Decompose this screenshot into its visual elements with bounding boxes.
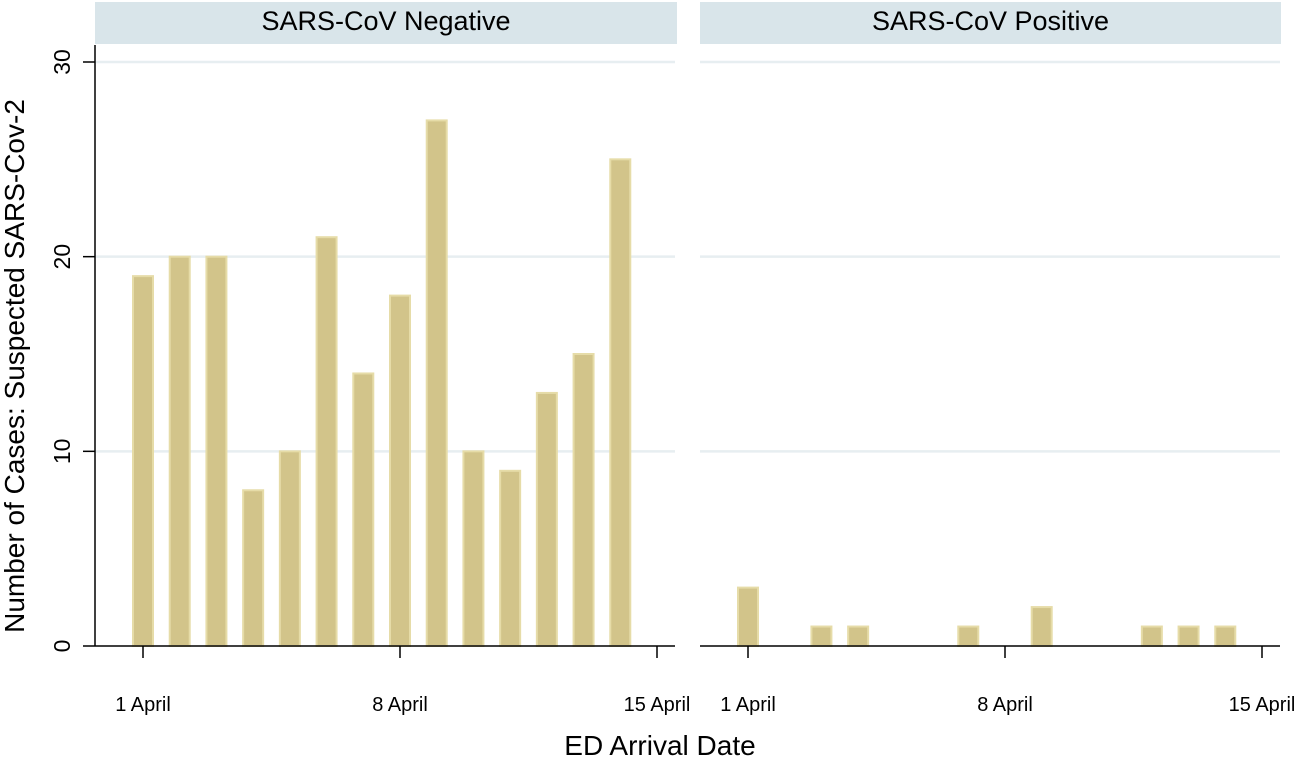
bar [425, 119, 448, 647]
bar [352, 372, 375, 647]
y-tick-label: 10 [49, 439, 75, 465]
bar [1140, 625, 1163, 647]
bar [278, 450, 301, 648]
y-tick-label: 20 [49, 244, 75, 270]
y-axis-title: Number of Cases: Suspected SARS-Cov-2 [0, 99, 30, 633]
bar [389, 294, 411, 647]
x-tick-label: 8 April [977, 694, 1033, 716]
panel-title: SARS-CoV Negative [261, 6, 510, 36]
bar [737, 586, 759, 647]
bar [242, 489, 265, 647]
x-tick-label: 15 April [624, 694, 691, 716]
y-tick-label: 0 [49, 640, 75, 653]
bar [499, 469, 522, 647]
bar [609, 158, 632, 647]
x-tick-label: 8 April [372, 694, 428, 716]
bar [462, 450, 485, 648]
panel-title: SARS-CoV Positive [872, 6, 1109, 36]
y-tick-label: 30 [49, 49, 75, 75]
bar [315, 236, 338, 647]
bar [1177, 625, 1200, 647]
x-tick-label: 15 April [1229, 694, 1296, 716]
bar [168, 255, 191, 647]
bar [847, 625, 870, 647]
bar [1214, 625, 1237, 647]
bar [572, 353, 595, 647]
bar [1030, 606, 1053, 647]
bar [957, 625, 980, 647]
bar [132, 275, 154, 647]
bar [810, 625, 833, 647]
x-tick-label: 1 April [115, 694, 171, 716]
panel-header-strip [700, 2, 1281, 44]
bar [535, 391, 558, 647]
x-axis-title: ED Arrival Date [564, 730, 755, 758]
x-tick-label: 1 April [720, 694, 776, 716]
bar [205, 255, 228, 647]
panel-header-strip [95, 2, 677, 44]
